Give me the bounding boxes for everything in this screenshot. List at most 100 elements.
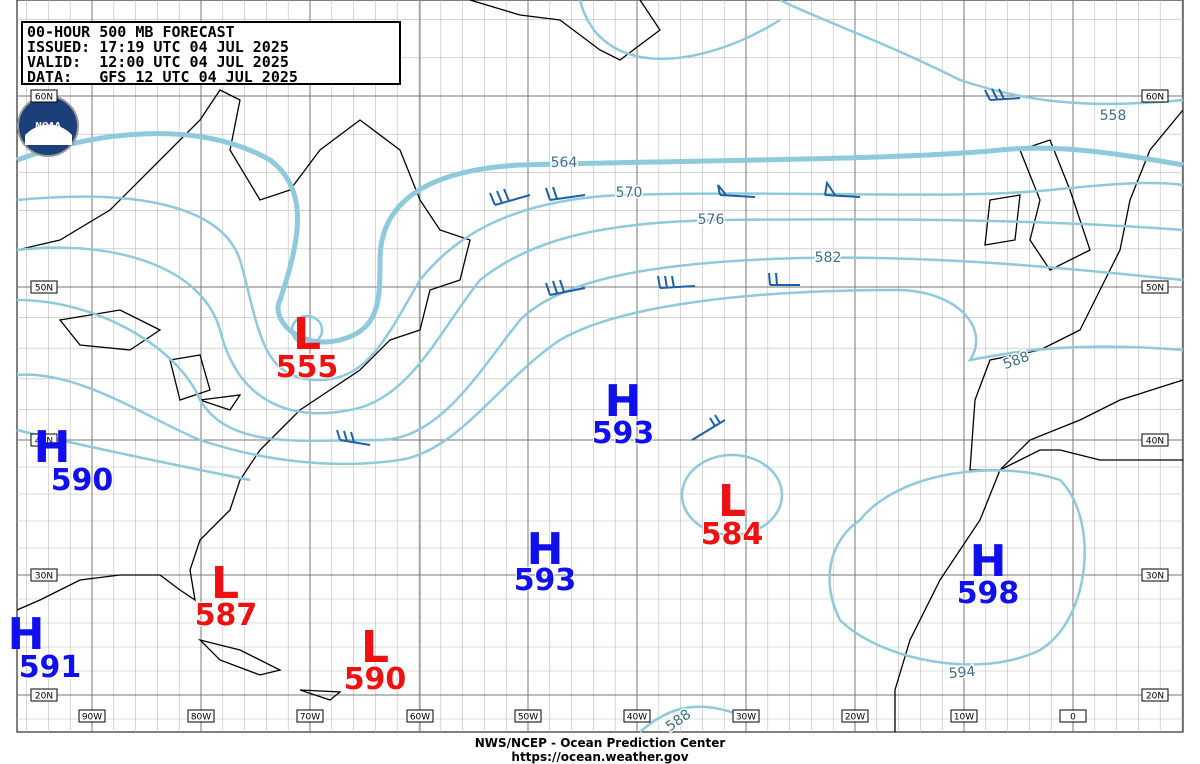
lon-label-box bbox=[950, 709, 978, 723]
lon-label-box bbox=[1059, 709, 1087, 723]
coastlines bbox=[16, 0, 1184, 732]
center-letter: L bbox=[718, 476, 746, 527]
lon-label: 90W bbox=[82, 713, 102, 723]
center-value: 598 bbox=[957, 576, 1020, 611]
lon-label-box bbox=[514, 709, 542, 723]
lat-label: 20N bbox=[1146, 692, 1164, 702]
contour bbox=[16, 181, 1184, 382]
europe bbox=[969, 109, 1184, 471]
lat-label: 40N bbox=[35, 437, 53, 447]
contour bbox=[16, 218, 1184, 415]
center-value: 590 bbox=[51, 463, 114, 498]
logo-bird bbox=[25, 124, 72, 145]
header-line: DATA: GFS 12 UTC 04 JUL 2025 bbox=[27, 68, 298, 86]
wind-barb bbox=[545, 279, 586, 296]
wind-barb bbox=[824, 180, 861, 198]
lon-label: 10W bbox=[954, 713, 974, 723]
lon-label-box bbox=[732, 709, 760, 723]
wind-barbs bbox=[336, 88, 1021, 446]
lon-label: 80W bbox=[191, 713, 211, 723]
contour-label: 564 bbox=[551, 155, 578, 171]
lon-label-box bbox=[187, 709, 215, 723]
header-line: 00-HOUR 500 MB FORECAST bbox=[27, 23, 235, 41]
lat-label-box bbox=[30, 433, 58, 447]
lat-label-box bbox=[1141, 280, 1169, 294]
logo-text: NOAA bbox=[35, 121, 61, 130]
center-letter: H bbox=[34, 422, 71, 473]
header-box bbox=[21, 21, 401, 85]
contour-label: 558 bbox=[1100, 108, 1127, 124]
center-value: 591 bbox=[19, 650, 82, 685]
lon-label-box bbox=[296, 709, 324, 723]
greenland bbox=[469, 0, 661, 61]
africa bbox=[894, 449, 1183, 732]
center-letter: H bbox=[605, 376, 642, 427]
lat-label-box bbox=[1141, 688, 1169, 702]
lat-label: 50N bbox=[35, 284, 53, 294]
footer-line: https://ocean.weather.gov bbox=[511, 750, 688, 764]
header-line: ISSUED: 17:19 UTC 04 JUL 2025 bbox=[27, 38, 289, 56]
lon-label-box bbox=[841, 709, 869, 723]
center-letter: H bbox=[8, 609, 45, 660]
wind-barb bbox=[984, 88, 1021, 101]
lat-label-box bbox=[30, 89, 58, 103]
center-value: 593 bbox=[592, 416, 655, 451]
lon-label: 60W bbox=[410, 713, 430, 723]
lon-label: 20W bbox=[845, 713, 865, 723]
contour-label: 594 bbox=[948, 664, 976, 682]
lon-label: 40W bbox=[627, 713, 647, 723]
lon-label-box bbox=[78, 709, 106, 723]
contour bbox=[680, 453, 784, 537]
map-frame bbox=[16, 0, 1184, 733]
header-frame bbox=[21, 21, 401, 85]
lat-label-box bbox=[1141, 89, 1169, 103]
lon-label: 30W bbox=[736, 713, 756, 723]
contour bbox=[290, 314, 324, 346]
lat-label: 50N bbox=[1146, 284, 1164, 294]
contour-label: 576 bbox=[698, 212, 725, 228]
lat-label: 60N bbox=[1146, 93, 1164, 103]
cuba bbox=[197, 638, 342, 701]
wind-barb bbox=[691, 414, 726, 441]
lat-label: 40N bbox=[1146, 437, 1164, 447]
wind-barb bbox=[336, 429, 371, 446]
wind-barb bbox=[657, 275, 696, 289]
lat-label: 60N bbox=[35, 93, 53, 103]
wind-barb bbox=[768, 272, 800, 286]
center-letter: L bbox=[361, 622, 389, 673]
center-letter: H bbox=[527, 524, 564, 575]
lat-label-box bbox=[30, 688, 58, 702]
height-contours bbox=[16, 0, 1184, 733]
center-value: 587 bbox=[195, 598, 258, 633]
north-america bbox=[16, 89, 471, 611]
contour bbox=[828, 469, 1086, 666]
lat-label-box bbox=[30, 568, 58, 582]
contour bbox=[16, 288, 1184, 466]
lon-label-box bbox=[623, 709, 651, 723]
lat-label-box bbox=[1141, 568, 1169, 582]
lon-label: 50W bbox=[518, 713, 538, 723]
wind-barb bbox=[489, 188, 531, 206]
contour-label: 582 bbox=[815, 250, 842, 266]
contour bbox=[639, 705, 741, 733]
lat-label: 30N bbox=[1146, 572, 1164, 582]
lon-label: 0 bbox=[1070, 713, 1076, 723]
center-letter: H bbox=[970, 536, 1007, 587]
lat-label-box bbox=[1141, 433, 1169, 447]
header-line: VALID: 12:00 UTC 04 JUL 2025 bbox=[27, 53, 289, 71]
contour bbox=[16, 256, 1184, 443]
footer-line: NWS/NCEP - Ocean Prediction Center bbox=[475, 736, 726, 750]
lon-label: 70W bbox=[300, 713, 320, 723]
contour bbox=[578, 0, 781, 61]
grid bbox=[17, 0, 1183, 732]
lat-label-box bbox=[30, 280, 58, 294]
center-value: 584 bbox=[701, 517, 764, 552]
center-value: 555 bbox=[276, 350, 339, 385]
center-value: 593 bbox=[514, 563, 577, 598]
center-letter: L bbox=[293, 309, 321, 360]
center-value: 590 bbox=[344, 662, 407, 697]
lon-label-box bbox=[406, 709, 434, 723]
noaa-logo: NOAA bbox=[17, 95, 79, 157]
